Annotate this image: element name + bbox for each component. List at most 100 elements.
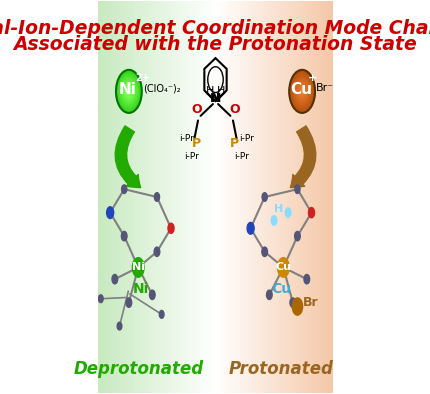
Text: i-Pr: i-Pr	[234, 152, 249, 162]
Circle shape	[125, 85, 132, 97]
Circle shape	[303, 275, 309, 284]
Circle shape	[297, 84, 306, 98]
Circle shape	[119, 75, 138, 108]
Text: Ni: Ni	[132, 282, 148, 296]
Circle shape	[122, 80, 135, 102]
Circle shape	[297, 84, 306, 99]
Circle shape	[293, 78, 310, 105]
Circle shape	[277, 258, 289, 277]
Text: Cu: Cu	[270, 282, 290, 296]
Circle shape	[308, 208, 314, 218]
Circle shape	[298, 85, 305, 97]
Circle shape	[301, 90, 302, 93]
Circle shape	[121, 78, 136, 105]
Circle shape	[149, 290, 155, 299]
Circle shape	[120, 78, 137, 105]
Circle shape	[290, 72, 313, 110]
Circle shape	[154, 193, 159, 201]
Circle shape	[121, 231, 127, 241]
Text: Deprotonated: Deprotonated	[73, 360, 203, 378]
Text: H: H	[217, 86, 225, 96]
Circle shape	[289, 298, 295, 307]
Circle shape	[117, 322, 122, 330]
Circle shape	[118, 74, 139, 108]
Circle shape	[292, 76, 310, 107]
Text: Ni: Ni	[132, 262, 144, 272]
Circle shape	[120, 77, 137, 106]
Circle shape	[154, 247, 160, 256]
Circle shape	[126, 88, 131, 95]
FancyArrowPatch shape	[115, 126, 140, 188]
Circle shape	[299, 87, 304, 96]
Circle shape	[295, 80, 308, 103]
Circle shape	[294, 185, 299, 193]
Circle shape	[106, 207, 114, 219]
Circle shape	[299, 88, 304, 95]
Circle shape	[126, 298, 132, 307]
Circle shape	[300, 89, 303, 94]
Circle shape	[294, 79, 309, 104]
Circle shape	[295, 81, 308, 102]
Circle shape	[291, 74, 312, 108]
Circle shape	[128, 90, 129, 93]
Circle shape	[120, 76, 138, 106]
Circle shape	[295, 82, 307, 101]
Circle shape	[296, 83, 306, 100]
Circle shape	[289, 70, 314, 113]
Circle shape	[296, 82, 307, 101]
Circle shape	[124, 83, 134, 100]
Circle shape	[120, 76, 138, 107]
Text: Br⁻: Br⁻	[316, 83, 334, 93]
Circle shape	[266, 290, 271, 299]
Circle shape	[116, 70, 141, 113]
Text: (ClO₄⁻)₂: (ClO₄⁻)₂	[143, 83, 180, 93]
Circle shape	[112, 275, 117, 284]
Text: Ni: Ni	[119, 82, 136, 97]
Circle shape	[124, 84, 133, 98]
Text: +: +	[307, 73, 316, 83]
Circle shape	[127, 89, 130, 94]
Circle shape	[122, 80, 135, 103]
Circle shape	[292, 298, 302, 315]
Circle shape	[118, 74, 139, 109]
Circle shape	[126, 87, 131, 95]
Circle shape	[270, 216, 276, 225]
Circle shape	[289, 71, 313, 111]
Text: P: P	[191, 137, 200, 150]
Circle shape	[119, 75, 138, 108]
Circle shape	[291, 73, 312, 110]
Circle shape	[298, 86, 305, 97]
Circle shape	[126, 87, 131, 96]
Circle shape	[122, 81, 135, 102]
Circle shape	[292, 76, 310, 106]
Circle shape	[296, 82, 307, 100]
Text: N: N	[209, 92, 220, 105]
Circle shape	[98, 295, 103, 303]
Circle shape	[168, 223, 174, 233]
Text: H: H	[205, 86, 213, 96]
Circle shape	[293, 77, 310, 106]
Circle shape	[123, 82, 135, 101]
Circle shape	[123, 82, 134, 101]
Circle shape	[117, 72, 140, 111]
Circle shape	[121, 79, 136, 104]
Text: N: N	[210, 92, 221, 105]
Circle shape	[289, 71, 314, 112]
Circle shape	[116, 71, 141, 112]
Text: Associated with the Protonation State: Associated with the Protonation State	[14, 35, 416, 54]
Circle shape	[301, 90, 302, 93]
Circle shape	[294, 79, 309, 104]
Circle shape	[298, 86, 304, 97]
Circle shape	[246, 223, 254, 234]
Text: P: P	[230, 137, 239, 150]
Circle shape	[132, 258, 144, 277]
Circle shape	[292, 75, 311, 108]
Circle shape	[123, 82, 134, 100]
Text: Cu: Cu	[275, 262, 291, 272]
Circle shape	[294, 78, 309, 105]
Circle shape	[117, 71, 141, 111]
Text: 2+: 2+	[135, 73, 150, 83]
Text: O: O	[190, 104, 201, 117]
Circle shape	[292, 75, 311, 108]
Circle shape	[298, 85, 305, 98]
